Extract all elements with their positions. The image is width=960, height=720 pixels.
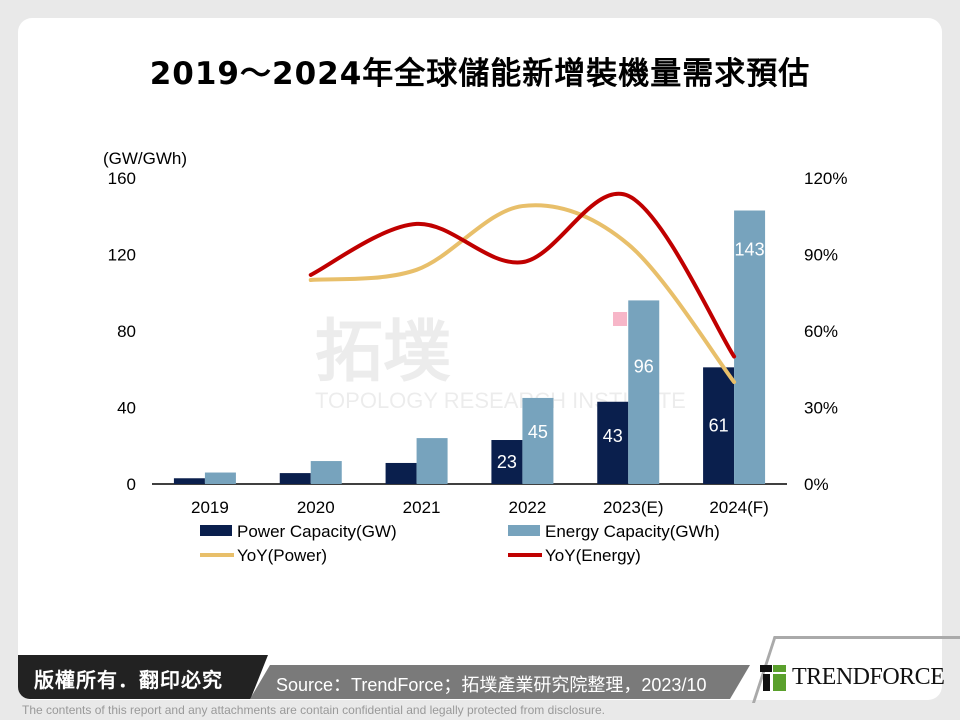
- source-text: Source：TrendForce；拓墣產業研究院整理，2023/10: [276, 675, 707, 695]
- logo-mark-icon: [760, 664, 786, 691]
- data-label: 43: [603, 426, 623, 446]
- bar-energy: [734, 210, 766, 484]
- disclaimer: The contents of this report and any atta…: [22, 703, 605, 717]
- bar-power: [703, 367, 735, 484]
- x-tick-label: 2020: [297, 498, 335, 517]
- bar-power: [491, 440, 523, 484]
- y-tick-label: 80: [117, 322, 136, 341]
- bar-power: [385, 462, 417, 484]
- y-tick-label: 40: [117, 399, 136, 418]
- bar-power: [173, 478, 205, 484]
- legend-swatch: [508, 525, 540, 536]
- source-banner: Source：TrendForce；拓墣產業研究院整理，2023/10: [250, 665, 750, 699]
- y-tick-label: 0: [127, 475, 136, 494]
- x-tick-label: 2021: [403, 498, 441, 517]
- bar-energy: [416, 438, 448, 484]
- x-tick-label: 2019: [191, 498, 229, 517]
- x-tick-label: 2022: [509, 498, 547, 517]
- bar-power: [597, 401, 629, 484]
- y2-tick-label: 0%: [804, 475, 829, 494]
- line-yoy-power: [308, 203, 737, 384]
- logo-text: TRENDFORCE: [792, 664, 945, 690]
- legend-swatch: [200, 525, 232, 536]
- y2-tick-label: 30%: [804, 399, 838, 418]
- data-label: 45: [528, 422, 548, 442]
- copyright-banner: 版權所有．翻印必究: [18, 655, 268, 699]
- y-axis-label: (GW/GWh): [103, 149, 187, 168]
- data-label: 61: [709, 415, 729, 435]
- bar-energy: [628, 300, 660, 484]
- trendforce-logo: TRENDFORCE: [760, 664, 945, 691]
- bar-power: [279, 473, 311, 484]
- y-tick-label: 120: [108, 246, 136, 265]
- legend-label: YoY(Energy): [545, 546, 641, 565]
- line-yoy-energy: [308, 191, 737, 359]
- y2-tick-label: 120%: [804, 169, 847, 188]
- chart-title: 2019～2024年全球儲能新增裝機量需求預估: [149, 56, 811, 92]
- y2-tick-label: 60%: [804, 322, 838, 341]
- data-label: 96: [634, 356, 654, 376]
- watermark-accent: [613, 312, 627, 326]
- x-tick-label: 2023(E): [603, 498, 663, 517]
- x-tick-label: 2024(F): [709, 498, 769, 517]
- card: [18, 18, 942, 700]
- bar-energy: [204, 472, 236, 484]
- svg-text:拓墣: 拓墣: [315, 313, 451, 392]
- data-label: 23: [497, 452, 517, 472]
- bar-energy: [310, 461, 342, 484]
- legend-label: Energy Capacity(GWh): [545, 522, 720, 541]
- legend-label: YoY(Power): [237, 546, 327, 565]
- y2-tick-label: 90%: [804, 246, 838, 265]
- legend-label: Power Capacity(GW): [237, 522, 397, 541]
- bar-energy: [522, 397, 554, 484]
- copyright-text: 版權所有．翻印必究: [34, 668, 223, 692]
- data-label: 143: [735, 240, 765, 260]
- y-tick-label: 160: [108, 169, 136, 188]
